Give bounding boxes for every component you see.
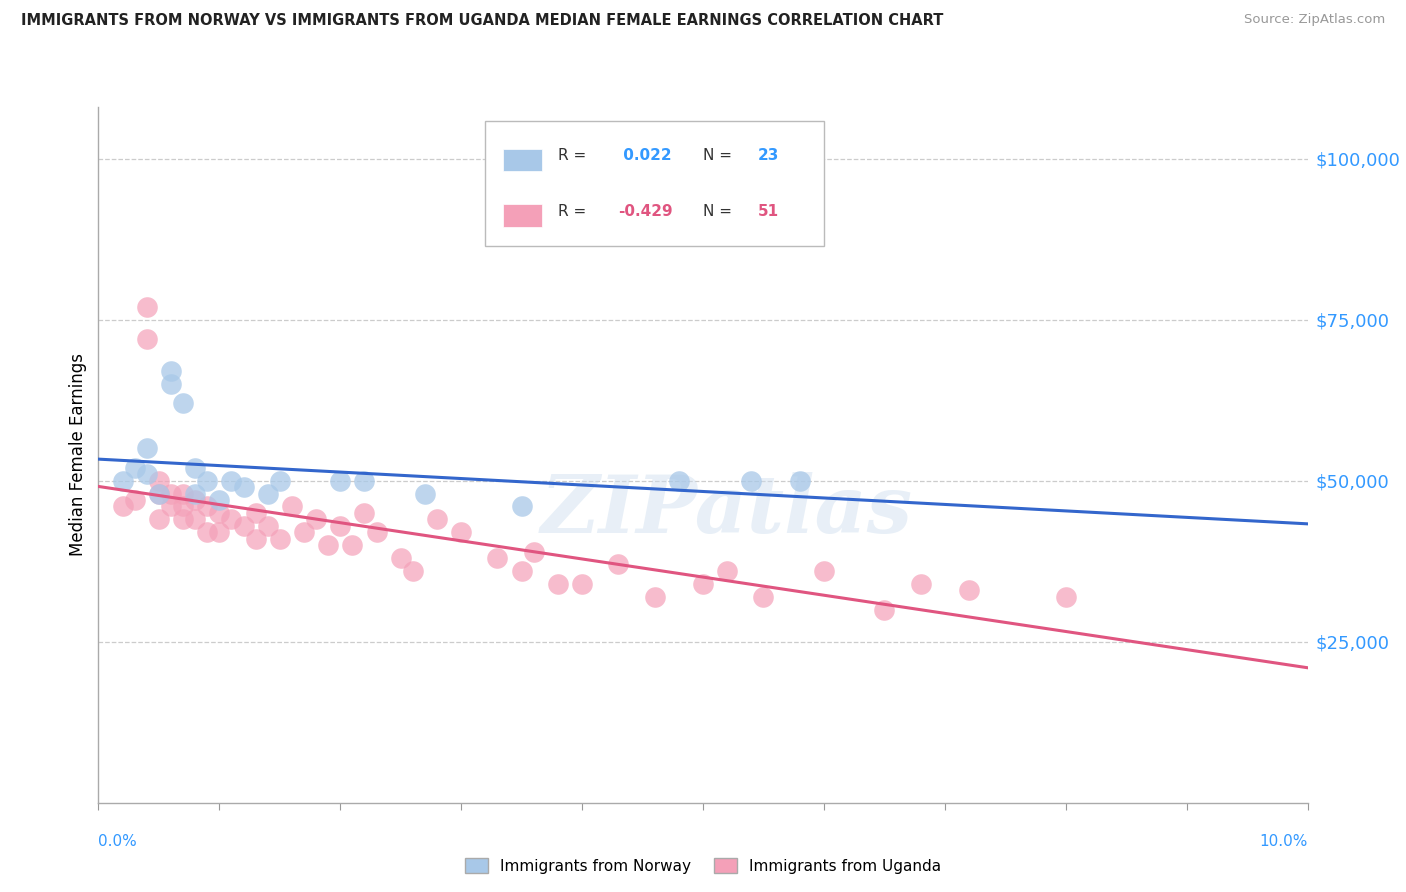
Text: 0.022: 0.022: [619, 148, 672, 163]
Point: [256, 518, 278, 533]
Point: [269, 532, 291, 546]
Point: [208, 493, 231, 508]
Point: [523, 544, 546, 558]
Point: [353, 474, 375, 488]
Point: [160, 486, 183, 500]
Text: 51: 51: [758, 204, 779, 219]
Point: [389, 551, 412, 566]
Point: [281, 500, 304, 514]
FancyBboxPatch shape: [485, 121, 824, 246]
Point: [402, 564, 425, 578]
Point: [232, 480, 254, 494]
Point: [413, 486, 436, 500]
Point: [316, 538, 339, 552]
Point: [716, 564, 738, 578]
Point: [305, 512, 328, 526]
Point: [172, 500, 194, 514]
Point: [135, 442, 157, 456]
Point: [329, 518, 352, 533]
Point: [644, 590, 666, 604]
Point: [668, 474, 690, 488]
Point: [232, 518, 254, 533]
Point: [160, 377, 183, 392]
Point: [135, 300, 157, 314]
Point: [135, 467, 157, 482]
Point: [426, 512, 449, 526]
Text: R =: R =: [558, 204, 586, 219]
FancyBboxPatch shape: [503, 204, 543, 227]
Point: [111, 500, 134, 514]
Point: [813, 564, 835, 578]
Point: [195, 474, 218, 488]
Text: R =: R =: [558, 148, 586, 163]
Point: [124, 460, 146, 475]
Point: [111, 474, 134, 488]
Text: 0.0%: 0.0%: [98, 834, 138, 849]
Point: [184, 460, 207, 475]
Point: [148, 486, 170, 500]
Point: [195, 500, 218, 514]
Point: [510, 500, 533, 514]
Point: [486, 551, 509, 566]
Point: [571, 576, 593, 591]
Point: [221, 474, 243, 488]
Point: [789, 474, 811, 488]
Point: [160, 364, 183, 378]
Point: [184, 486, 207, 500]
Point: [148, 474, 170, 488]
Point: [245, 532, 267, 546]
FancyBboxPatch shape: [503, 149, 543, 171]
Point: [172, 486, 194, 500]
Point: [607, 558, 630, 572]
Point: [873, 602, 896, 616]
Text: -0.429: -0.429: [619, 204, 673, 219]
Point: [135, 332, 157, 346]
Point: [329, 474, 352, 488]
Y-axis label: Median Female Earnings: Median Female Earnings: [69, 353, 87, 557]
Point: [160, 500, 183, 514]
Point: [256, 486, 278, 500]
Point: [957, 583, 980, 598]
Point: [184, 493, 207, 508]
Point: [510, 564, 533, 578]
Point: [1054, 590, 1077, 604]
Point: [353, 506, 375, 520]
Point: [124, 493, 146, 508]
Text: Source: ZipAtlas.com: Source: ZipAtlas.com: [1244, 13, 1385, 27]
Point: [221, 512, 243, 526]
Point: [245, 506, 267, 520]
Point: [195, 525, 218, 540]
Point: [740, 474, 762, 488]
Point: [342, 538, 364, 552]
Text: 23: 23: [758, 148, 779, 163]
Point: [184, 512, 207, 526]
Point: [208, 525, 231, 540]
Point: [910, 576, 932, 591]
Text: ZIPatlas: ZIPatlas: [541, 472, 914, 549]
Point: [450, 525, 472, 540]
Point: [692, 576, 714, 591]
Text: 10.0%: 10.0%: [1260, 834, 1308, 849]
Point: [292, 525, 315, 540]
Point: [547, 576, 569, 591]
Point: [269, 474, 291, 488]
Legend: Immigrants from Norway, Immigrants from Uganda: Immigrants from Norway, Immigrants from …: [458, 852, 948, 880]
Point: [148, 512, 170, 526]
Point: [752, 590, 775, 604]
Point: [172, 396, 194, 410]
Point: [208, 506, 231, 520]
Text: IMMIGRANTS FROM NORWAY VS IMMIGRANTS FROM UGANDA MEDIAN FEMALE EARNINGS CORRELAT: IMMIGRANTS FROM NORWAY VS IMMIGRANTS FRO…: [21, 13, 943, 29]
Point: [366, 525, 388, 540]
Point: [172, 512, 194, 526]
Text: N =: N =: [703, 204, 733, 219]
Point: [148, 486, 170, 500]
Text: N =: N =: [703, 148, 733, 163]
